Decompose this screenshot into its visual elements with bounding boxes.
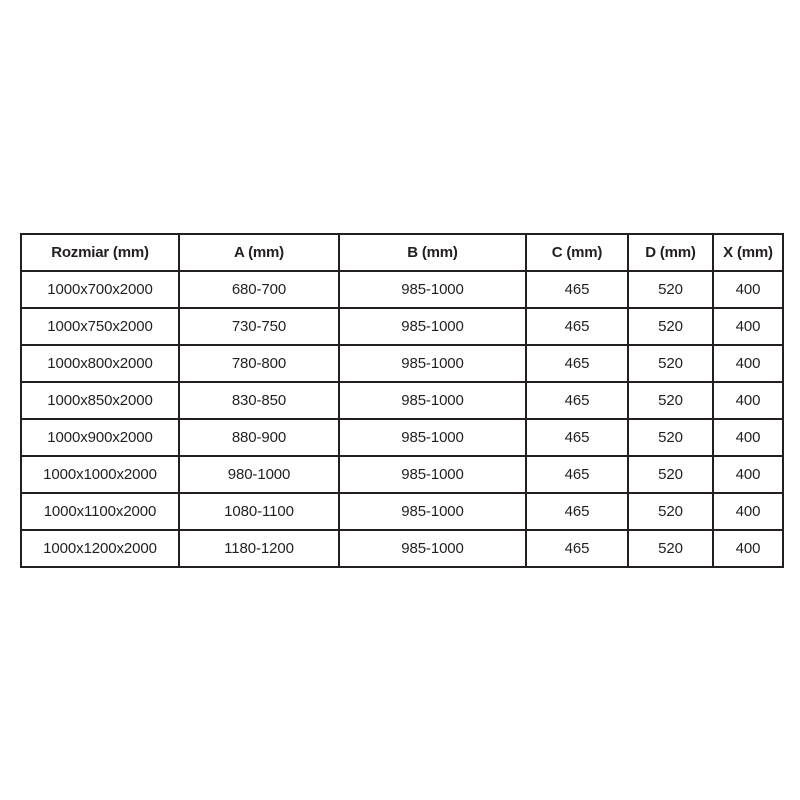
- cell-b: 985-1000: [338, 344, 527, 383]
- table-row: 1000x850x2000 830-850 985-1000 465 520 4…: [20, 381, 784, 420]
- cell-size: 1000x750x2000: [20, 307, 180, 346]
- cell-x: 400: [712, 381, 784, 420]
- cell-a: 730-750: [178, 307, 340, 346]
- table-row: 1000x900x2000 880-900 985-1000 465 520 4…: [20, 418, 784, 457]
- cell-d: 520: [627, 344, 714, 383]
- cell-d: 520: [627, 529, 714, 568]
- cell-x: 400: [712, 344, 784, 383]
- table-row: 1000x800x2000 780-800 985-1000 465 520 4…: [20, 344, 784, 383]
- cell-c: 465: [525, 270, 629, 309]
- cell-b: 985-1000: [338, 492, 527, 531]
- specification-table: Rozmiar (mm) A (mm) B (mm) C (mm) D (mm)…: [20, 233, 784, 568]
- column-header-size: Rozmiar (mm): [20, 233, 180, 272]
- cell-a: 1180-1200: [178, 529, 340, 568]
- cell-a: 1080-1100: [178, 492, 340, 531]
- cell-b: 985-1000: [338, 270, 527, 309]
- cell-c: 465: [525, 455, 629, 494]
- column-header-a: A (mm): [178, 233, 340, 272]
- cell-size: 1000x800x2000: [20, 344, 180, 383]
- cell-x: 400: [712, 307, 784, 346]
- cell-size: 1000x700x2000: [20, 270, 180, 309]
- table-header-row: Rozmiar (mm) A (mm) B (mm) C (mm) D (mm)…: [20, 233, 784, 272]
- cell-a: 980-1000: [178, 455, 340, 494]
- cell-d: 520: [627, 307, 714, 346]
- table-row: 1000x1100x2000 1080-1100 985-1000 465 52…: [20, 492, 784, 531]
- cell-c: 465: [525, 418, 629, 457]
- cell-x: 400: [712, 492, 784, 531]
- column-header-c: C (mm): [525, 233, 629, 272]
- column-header-d: D (mm): [627, 233, 714, 272]
- cell-size: 1000x1100x2000: [20, 492, 180, 531]
- specification-table-container: Rozmiar (mm) A (mm) B (mm) C (mm) D (mm)…: [20, 233, 784, 568]
- table-row: 1000x1200x2000 1180-1200 985-1000 465 52…: [20, 529, 784, 568]
- cell-d: 520: [627, 270, 714, 309]
- cell-c: 465: [525, 492, 629, 531]
- cell-d: 520: [627, 381, 714, 420]
- column-header-x: X (mm): [712, 233, 784, 272]
- cell-a: 680-700: [178, 270, 340, 309]
- cell-b: 985-1000: [338, 381, 527, 420]
- cell-c: 465: [525, 344, 629, 383]
- cell-size: 1000x1000x2000: [20, 455, 180, 494]
- cell-x: 400: [712, 270, 784, 309]
- cell-c: 465: [525, 381, 629, 420]
- cell-a: 880-900: [178, 418, 340, 457]
- cell-b: 985-1000: [338, 529, 527, 568]
- table-header: Rozmiar (mm) A (mm) B (mm) C (mm) D (mm)…: [20, 233, 784, 272]
- cell-b: 985-1000: [338, 307, 527, 346]
- table-body: 1000x700x2000 680-700 985-1000 465 520 4…: [20, 270, 784, 568]
- cell-d: 520: [627, 492, 714, 531]
- cell-size: 1000x1200x2000: [20, 529, 180, 568]
- table-row: 1000x1000x2000 980-1000 985-1000 465 520…: [20, 455, 784, 494]
- cell-size: 1000x900x2000: [20, 418, 180, 457]
- cell-c: 465: [525, 307, 629, 346]
- cell-b: 985-1000: [338, 418, 527, 457]
- table-row: 1000x700x2000 680-700 985-1000 465 520 4…: [20, 270, 784, 309]
- cell-b: 985-1000: [338, 455, 527, 494]
- cell-size: 1000x850x2000: [20, 381, 180, 420]
- cell-x: 400: [712, 529, 784, 568]
- cell-a: 780-800: [178, 344, 340, 383]
- cell-x: 400: [712, 418, 784, 457]
- cell-d: 520: [627, 418, 714, 457]
- cell-c: 465: [525, 529, 629, 568]
- cell-x: 400: [712, 455, 784, 494]
- cell-a: 830-850: [178, 381, 340, 420]
- table-row: 1000x750x2000 730-750 985-1000 465 520 4…: [20, 307, 784, 346]
- cell-d: 520: [627, 455, 714, 494]
- column-header-b: B (mm): [338, 233, 527, 272]
